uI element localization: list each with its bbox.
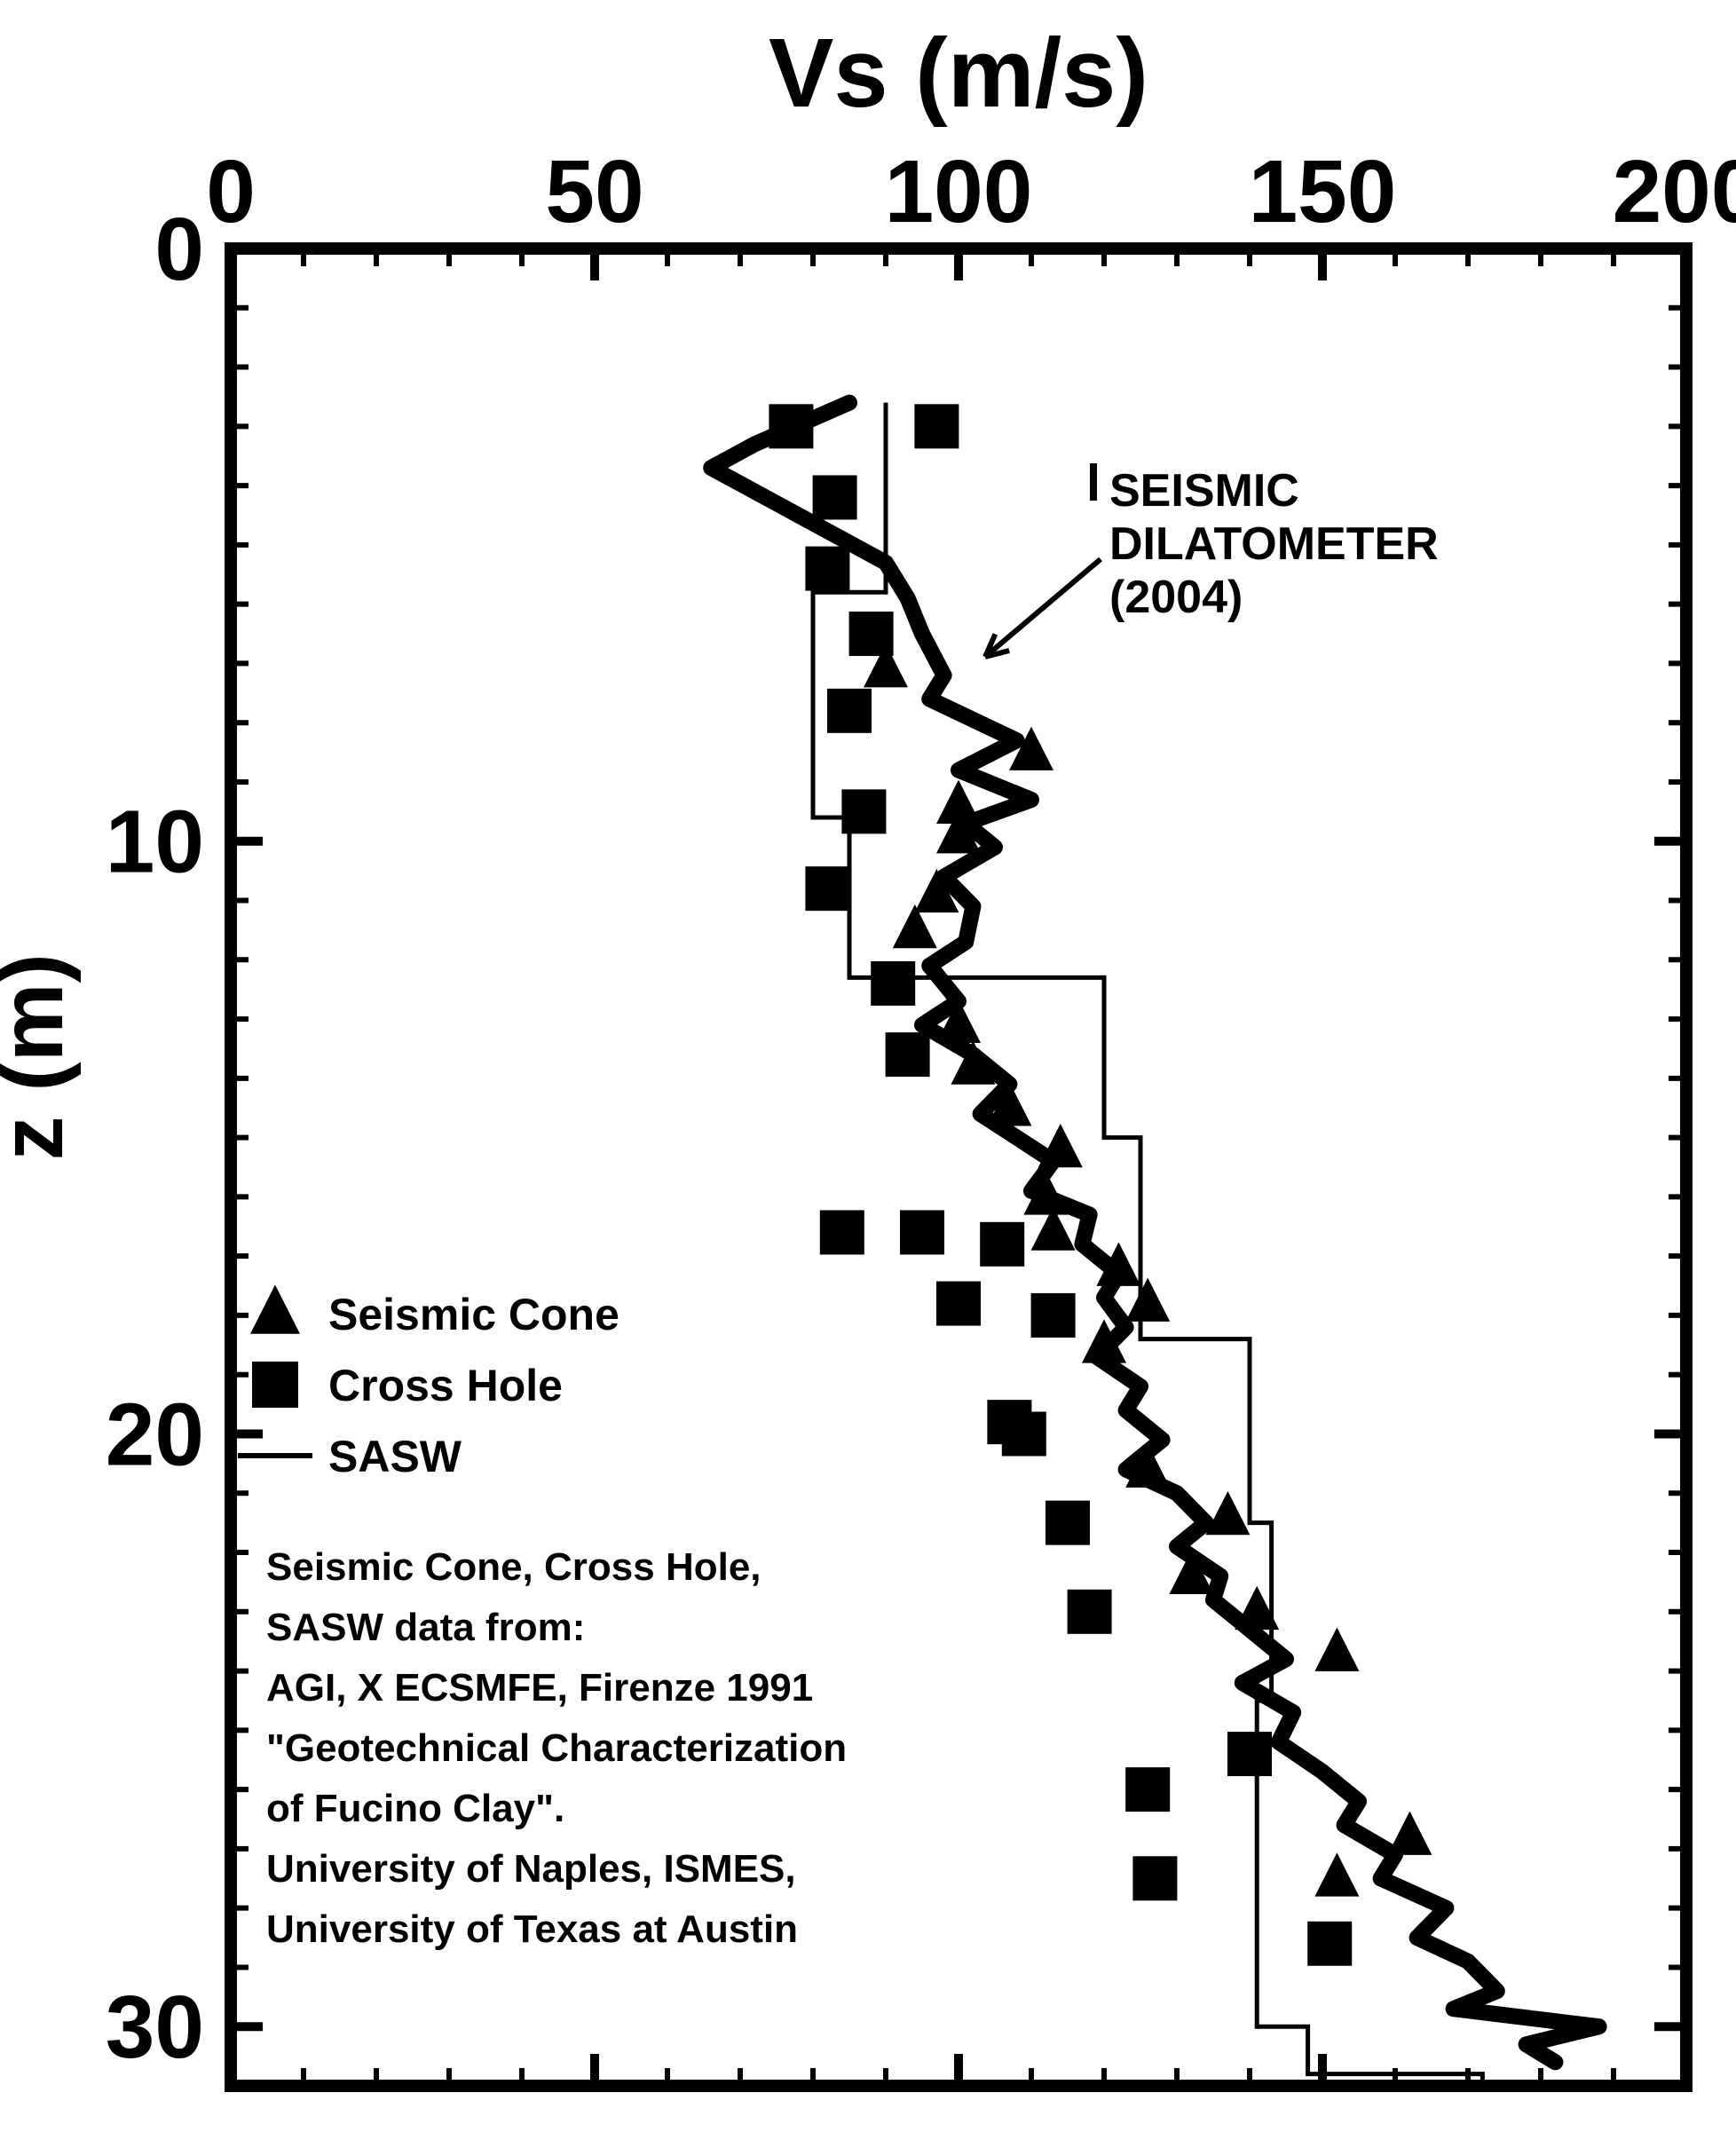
seismic-cone-marker [1038,1124,1083,1167]
cross-hole-marker [1307,1922,1352,1966]
legend-triangle-icon [250,1285,300,1334]
source-text-line: of Fucino Clay". [266,1787,564,1830]
legend-square-icon [252,1362,298,1408]
seismic-cone-marker [1314,1628,1359,1671]
cross-hole-marker [841,789,886,833]
vs-depth-chart: 0 50 100 150 200 Vs (m/s) 0 10 20 30 z (m) Seismic … [0,0,1736,2140]
cross-hole-marker [813,475,857,519]
annotation-label: DILATOMETER [1109,518,1439,570]
y-tick-label: 20 [106,1385,204,1484]
y-axis-title: z (m) [0,953,82,1160]
cross-hole-marker [871,961,915,1006]
cross-hole-marker [827,689,872,733]
source-text-line: AGI, X ECSMFE, Firenze 1991 [266,1666,813,1710]
source-text-line: SASW data from: [266,1606,585,1649]
x-tick-label: 200 [1613,142,1736,241]
cross-hole-marker [769,404,813,448]
y-tick-label: 30 [106,1978,204,2077]
y-tick-label: 0 [154,200,204,299]
cross-hole-marker [1125,1767,1170,1812]
cross-hole-marker [1068,1590,1112,1634]
cross-hole-marker [820,1210,864,1254]
cross-hole-marker [805,866,849,911]
source-text-line: Seismic Cone, Cross Hole, [266,1545,761,1589]
source-text-line: University of Texas at Austin [266,1907,798,1951]
cross-hole-marker [805,547,849,591]
x-tick-label: 100 [885,142,1033,241]
legend-label: Cross Hole [328,1361,563,1410]
cross-hole-marker [1046,1501,1090,1545]
cross-hole-marker [900,1210,944,1254]
cross-hole-marker [980,1222,1024,1267]
annotation-arrow [985,559,1101,657]
x-tick-label: 150 [1249,142,1397,241]
cross-hole-marker [1227,1732,1272,1776]
seismic-cone-marker [1205,1491,1250,1535]
seismic-cone-marker [1387,1812,1432,1855]
legend-label: Seismic Cone [328,1290,619,1339]
cross-hole-marker [914,404,959,448]
chart-svg: 0 50 100 150 200 Vs (m/s) 0 10 20 30 z (m) Seismic … [0,0,1736,2140]
legend-label: SASW [328,1432,462,1481]
cross-hole-marker [1002,1411,1046,1456]
cross-hole-marker [936,1282,981,1326]
x-tick-label: 50 [545,142,643,241]
x-axis-title: Vs (m/s) [769,19,1148,128]
source-text-line: University of Naples, ISMES, [266,1847,796,1891]
cross-hole-marker [886,1032,930,1077]
annotation-label: (2004) [1109,572,1243,623]
y-tick-label: 10 [106,793,204,892]
annotation-label: SEISMIC [1109,465,1299,517]
cross-hole-marker [1132,1856,1177,1900]
x-tick-label: 0 [206,142,256,241]
cross-hole-marker [1031,1293,1076,1338]
source-text-line: "Geotechnical Characterization [266,1726,847,1770]
seismic-cone-marker [1314,1852,1359,1896]
